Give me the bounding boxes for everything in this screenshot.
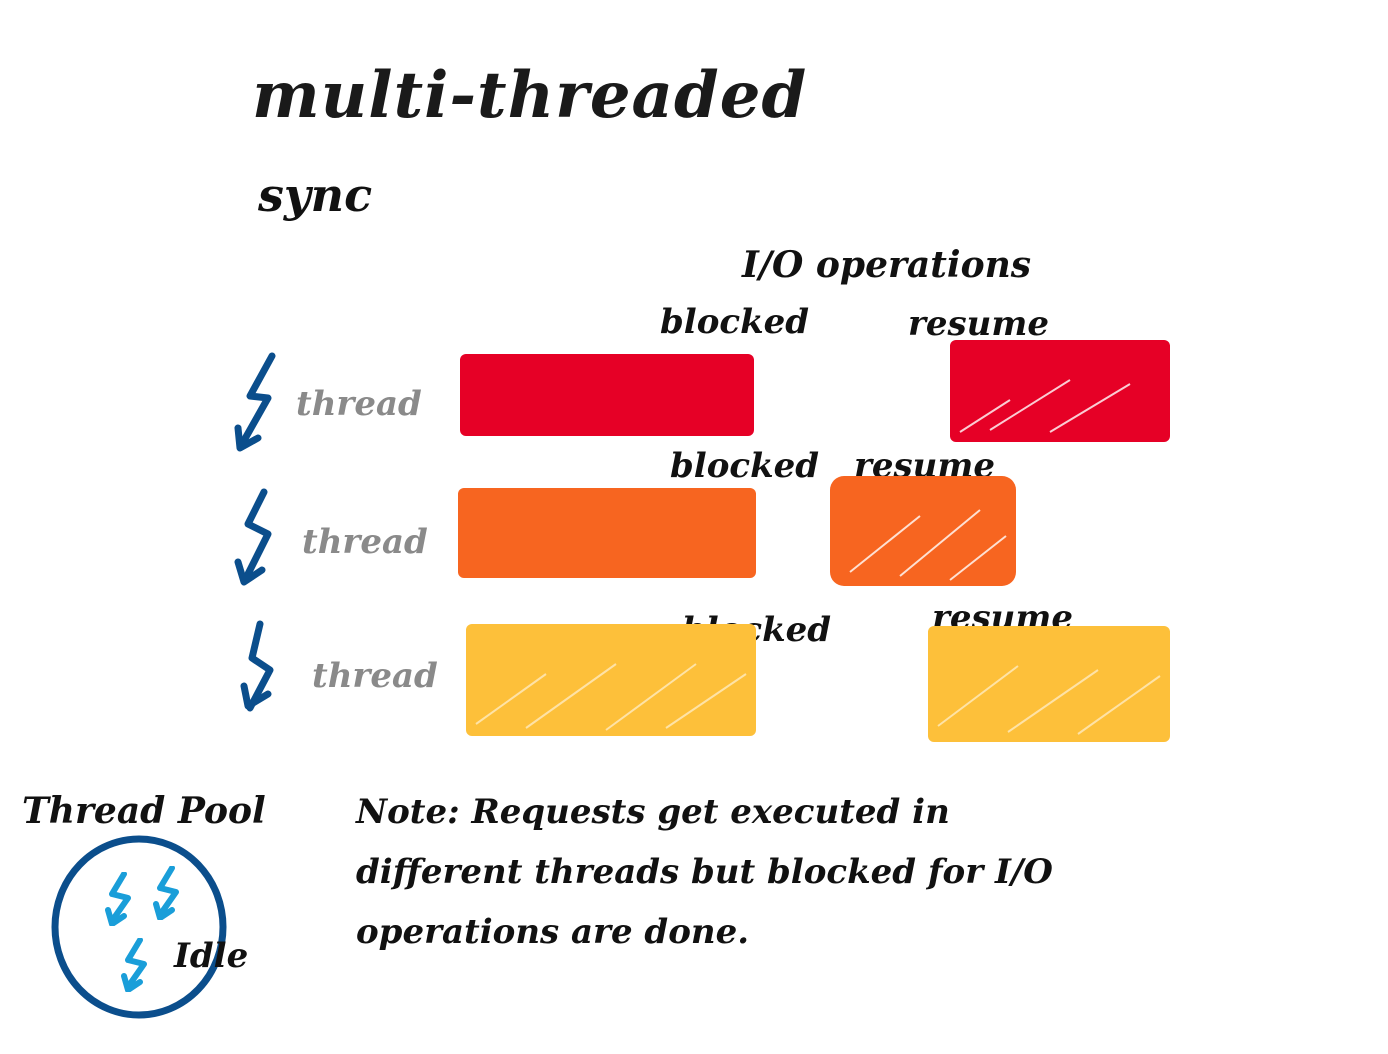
- lightning-bolt-icon: [104, 871, 140, 927]
- resume-bar-2: [830, 476, 1016, 586]
- lightning-bolt-icon: [152, 865, 188, 921]
- resume-bar-3: [928, 626, 1170, 742]
- thread-label-3: thread: [312, 656, 438, 696]
- blocked-label-2: blocked: [670, 446, 820, 486]
- lightning-arrow-icon: [234, 488, 284, 588]
- lightning-arrow-icon: [232, 352, 282, 452]
- thread-pool-title: Thread Pool: [22, 790, 266, 832]
- resume-bar-1: [950, 340, 1170, 442]
- idle-label: Idle: [174, 936, 249, 976]
- blocked-bar-2: [458, 488, 756, 578]
- thread-label-2: thread: [302, 522, 428, 562]
- blocked-bar-3: [466, 624, 756, 736]
- diagram-subtitle: sync: [258, 168, 373, 222]
- blocked-label-1: blocked: [660, 302, 810, 342]
- lightning-arrow-icon: [238, 618, 288, 718]
- diagram-title: multi-threaded: [252, 58, 808, 133]
- lightning-bolt-icon: [120, 937, 156, 993]
- io-operations-label: I/O operations: [742, 244, 1032, 286]
- thread-label-1: thread: [296, 384, 422, 424]
- resume-label-1: resume: [908, 304, 1050, 344]
- thread-pool-ring: [50, 834, 228, 1020]
- note-text: Note: Requests get executed in different…: [356, 792, 1053, 952]
- blocked-bar-1: [460, 354, 754, 436]
